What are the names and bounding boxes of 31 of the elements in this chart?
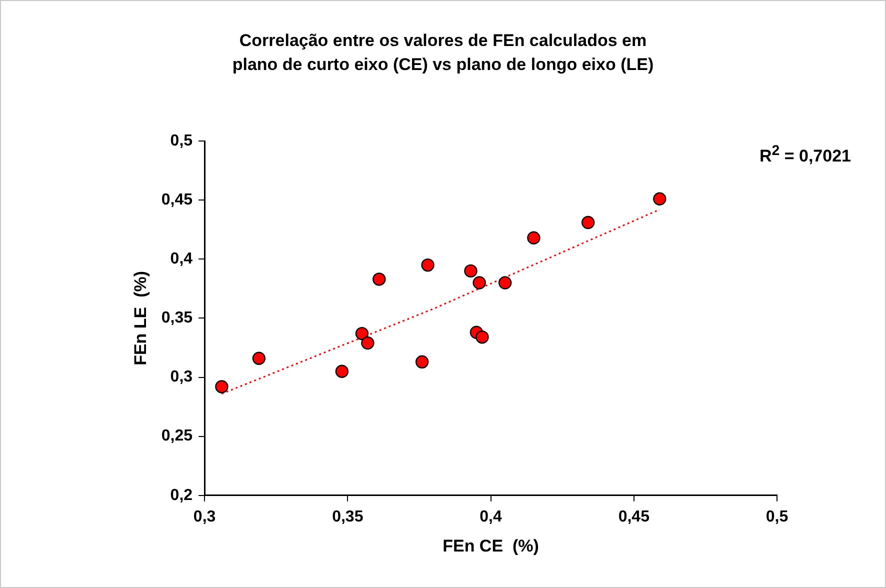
x-tick-label: 0,3	[193, 508, 216, 526]
point	[361, 336, 374, 350]
point	[476, 330, 489, 344]
y-tick-label: 0,45	[161, 191, 193, 208]
point	[498, 276, 512, 290]
y-tick-label: 0,5	[170, 132, 193, 150]
x-axis-title: FEn CE (%)	[442, 536, 539, 556]
y-tick-label: 0,3	[170, 368, 193, 386]
point	[252, 352, 266, 365]
point	[472, 276, 486, 290]
annotation: R$^{2}$ = 0,7021	[759, 143, 851, 167]
x-tick-label: 0,4	[480, 508, 502, 526]
x-tick-label: 0,5	[766, 508, 788, 526]
point	[415, 355, 429, 369]
point	[653, 192, 666, 206]
point	[581, 216, 595, 230]
point	[215, 380, 228, 394]
y-axis-title: FEn LE (%)	[130, 270, 150, 366]
y-tick-label: 0,25	[161, 428, 193, 445]
y-tick-label: 0,4	[170, 250, 193, 268]
chart-title: Correlação entre os valores de FEn calculados em plano de curto eixo (CE) vs plano de longo eixo (LE)	[231, 30, 655, 76]
y-tick-label: 0,35	[161, 310, 193, 327]
point	[527, 231, 540, 244]
x-tick-label: 0,45	[618, 508, 650, 526]
point	[464, 264, 478, 278]
x-tick-label: 0,35	[332, 508, 364, 526]
y-tick-label: 0,2	[170, 486, 193, 504]
point	[372, 272, 386, 286]
point	[355, 326, 369, 340]
point	[335, 364, 349, 378]
point	[421, 258, 434, 272]
